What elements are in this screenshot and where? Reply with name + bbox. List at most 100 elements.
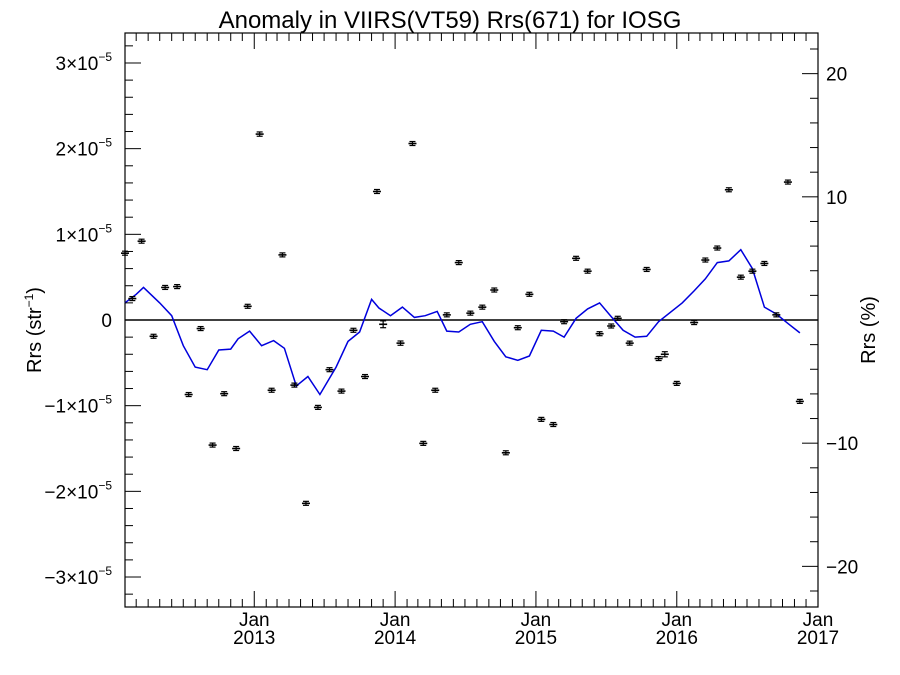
data-point [513,325,522,331]
left-tick-label: 1×10−5 [56,221,113,246]
right-tick-label: −20 [826,557,858,578]
data-point [396,340,405,346]
data-point [525,291,534,297]
data-point [372,188,381,195]
left-tick-mantissa: 1×10 [56,225,99,246]
data-point [772,312,781,318]
right-tick-label: 10 [826,188,847,209]
data-point [196,325,205,332]
data-point [795,398,804,404]
left-y-axis-title-base: Rrs (str [24,307,46,373]
data-point [654,355,663,362]
x-tick-year: 2014 [374,628,417,649]
x-tick-label: Jan 2015 [515,610,557,649]
data-point [642,266,651,273]
data-point [408,140,417,147]
data-point [549,421,558,428]
data-point [361,373,370,380]
data-point [149,333,158,339]
data-point [736,274,745,280]
data-point [208,442,217,448]
right-y-axis-title: Rrs (%) [858,296,880,364]
data-point [501,450,510,456]
left-tick-mantissa: 2×10 [56,140,99,161]
data-point [783,179,792,185]
data-point [278,252,287,258]
data-point [220,391,229,397]
data-point [349,327,358,333]
data-point [466,310,475,316]
x-tick-label: Jan 2014 [374,610,417,649]
data-point [442,312,451,318]
left-tick-mantissa: −1×10 [44,397,98,418]
data-point [173,283,182,290]
data-point [454,260,463,266]
plot-area [121,32,819,608]
right-tick-label: 20 [826,65,847,86]
data-point [583,268,592,274]
data-point [137,238,146,244]
left-tick-mantissa: 0 [101,311,112,332]
data-point [379,320,388,329]
data-point [701,257,710,263]
data-point [690,319,699,326]
data-point [255,131,264,137]
left-tick-mantissa: −2×10 [44,482,98,503]
data-point [724,187,733,193]
data-point [713,245,722,251]
data-point [613,315,622,321]
left-y-axis-title-tail: ) [24,287,46,294]
x-tick-month: Jan [803,610,834,631]
x-tick-label: Jan 2017 [797,610,839,649]
data-point [595,331,604,337]
x-tick-label: Jan 2016 [656,610,698,649]
left-tick-label: −3×10−5 [44,564,112,589]
data-point [267,387,276,393]
data-point [337,388,346,394]
right-tick-label: −10 [826,434,858,455]
left-tick-exponent: −5 [98,478,112,492]
data-point [672,380,681,386]
left-tick-mantissa: −3×10 [44,568,98,589]
data-point [625,340,634,346]
left-tick-label: 2×10−5 [56,136,113,161]
left-tick-exponent: −5 [98,221,112,235]
left-tick-label: 3×10−5 [56,50,113,75]
x-tick-month: Jan [521,610,552,631]
data-point [290,382,299,388]
left-tick-label: −1×10−5 [44,393,112,418]
data-point [607,323,616,329]
data-point [313,404,322,410]
data-point [301,500,310,506]
left-y-axis: 3×10−52×10−51×10−50−1×10−5−2×10−5−3×10−5 [44,45,141,595]
right-y-axis: 20 10 −10 −20 [802,48,858,592]
left-tick-label: 0 [101,311,112,332]
data-point [232,445,241,452]
chart-title: Anomaly in VIIRS(VT59) Rrs(671) for IOSG [219,7,682,34]
x-tick-month: Jan [239,610,270,631]
x-tick-month: Jan [661,610,692,631]
data-point [560,319,569,325]
x-tick-year: 2016 [656,628,698,649]
data-point [419,440,428,446]
left-tick-mantissa: 3×10 [56,54,99,75]
data-point [161,284,170,291]
data-point [128,295,137,302]
data-point [478,304,487,310]
series-anomaly-line [124,248,801,396]
left-tick-exponent: −5 [98,136,112,150]
left-tick-exponent: −5 [98,393,112,407]
data-point [760,260,769,267]
left-tick-label: −2×10−5 [44,478,112,503]
data-point [325,367,334,373]
data-point [490,287,499,293]
left-y-axis-title-sup: −1 [22,293,36,307]
series-anomaly-points [121,131,804,506]
x-tick-year: 2015 [515,628,557,649]
data-point [660,351,669,358]
left-y-axis-title: Rrs (str−1) [22,287,46,373]
x-tick-month: Jan [380,610,411,631]
x-tick-year: 2013 [233,628,275,649]
